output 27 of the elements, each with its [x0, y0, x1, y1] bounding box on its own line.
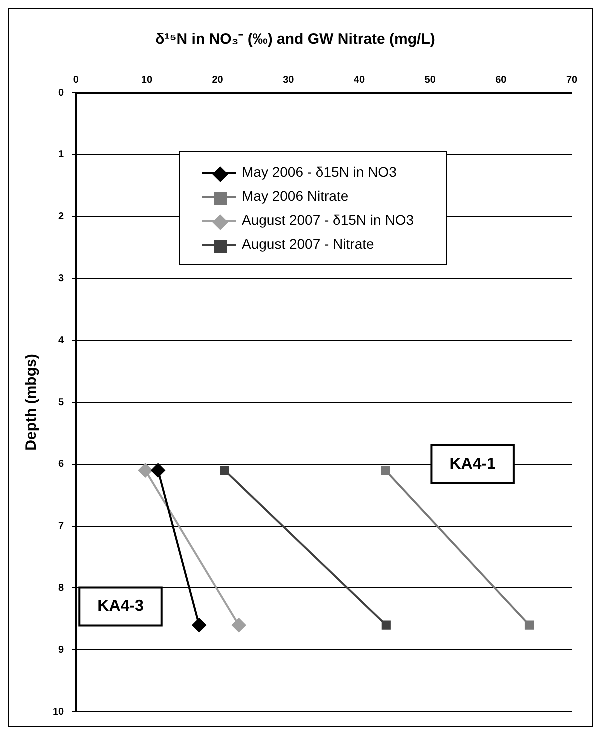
annotation: KA4-3	[98, 598, 144, 616]
legend-label: May 2006 Nitrate	[242, 188, 349, 204]
legend-label: May 2006 - δ15N in NO3	[242, 164, 397, 180]
y-tick-label: 4	[58, 335, 65, 346]
y-axis-title: Depth (mbgs)	[23, 354, 40, 451]
chart-title: δ¹⁵N in NO₃⁻ (‰) and GW Nitrate (mg/L)	[156, 31, 436, 48]
x-tick-label: 60	[496, 74, 508, 86]
x-tick-label: 40	[354, 74, 366, 86]
x-tick-label: 10	[141, 74, 153, 86]
x-tick-label: 0	[73, 74, 80, 86]
y-tick-label: 1	[58, 150, 65, 161]
annotation: KA4-1	[450, 456, 496, 473]
x-tick-label: 70	[566, 74, 578, 86]
y-tick-label: 7	[58, 521, 65, 532]
y-tick-label: 6	[58, 459, 65, 470]
x-tick-label: 50	[424, 74, 436, 86]
y-tick-label: 2	[58, 212, 65, 223]
y-tick-label: 8	[58, 582, 65, 594]
y-tick-label: 9	[58, 644, 65, 656]
x-tick-label: 20	[212, 74, 224, 86]
y-tick-label: 3	[58, 273, 65, 284]
y-tick-label: 10	[53, 706, 65, 718]
y-tick-label: 0	[58, 88, 65, 99]
x-tick-label: 30	[283, 74, 295, 86]
y-tick-label: 5	[58, 397, 65, 408]
legend-label: August 2007 - Nitrate	[242, 236, 374, 252]
legend-label: August 2007 - δ15N in NO3	[242, 212, 414, 228]
